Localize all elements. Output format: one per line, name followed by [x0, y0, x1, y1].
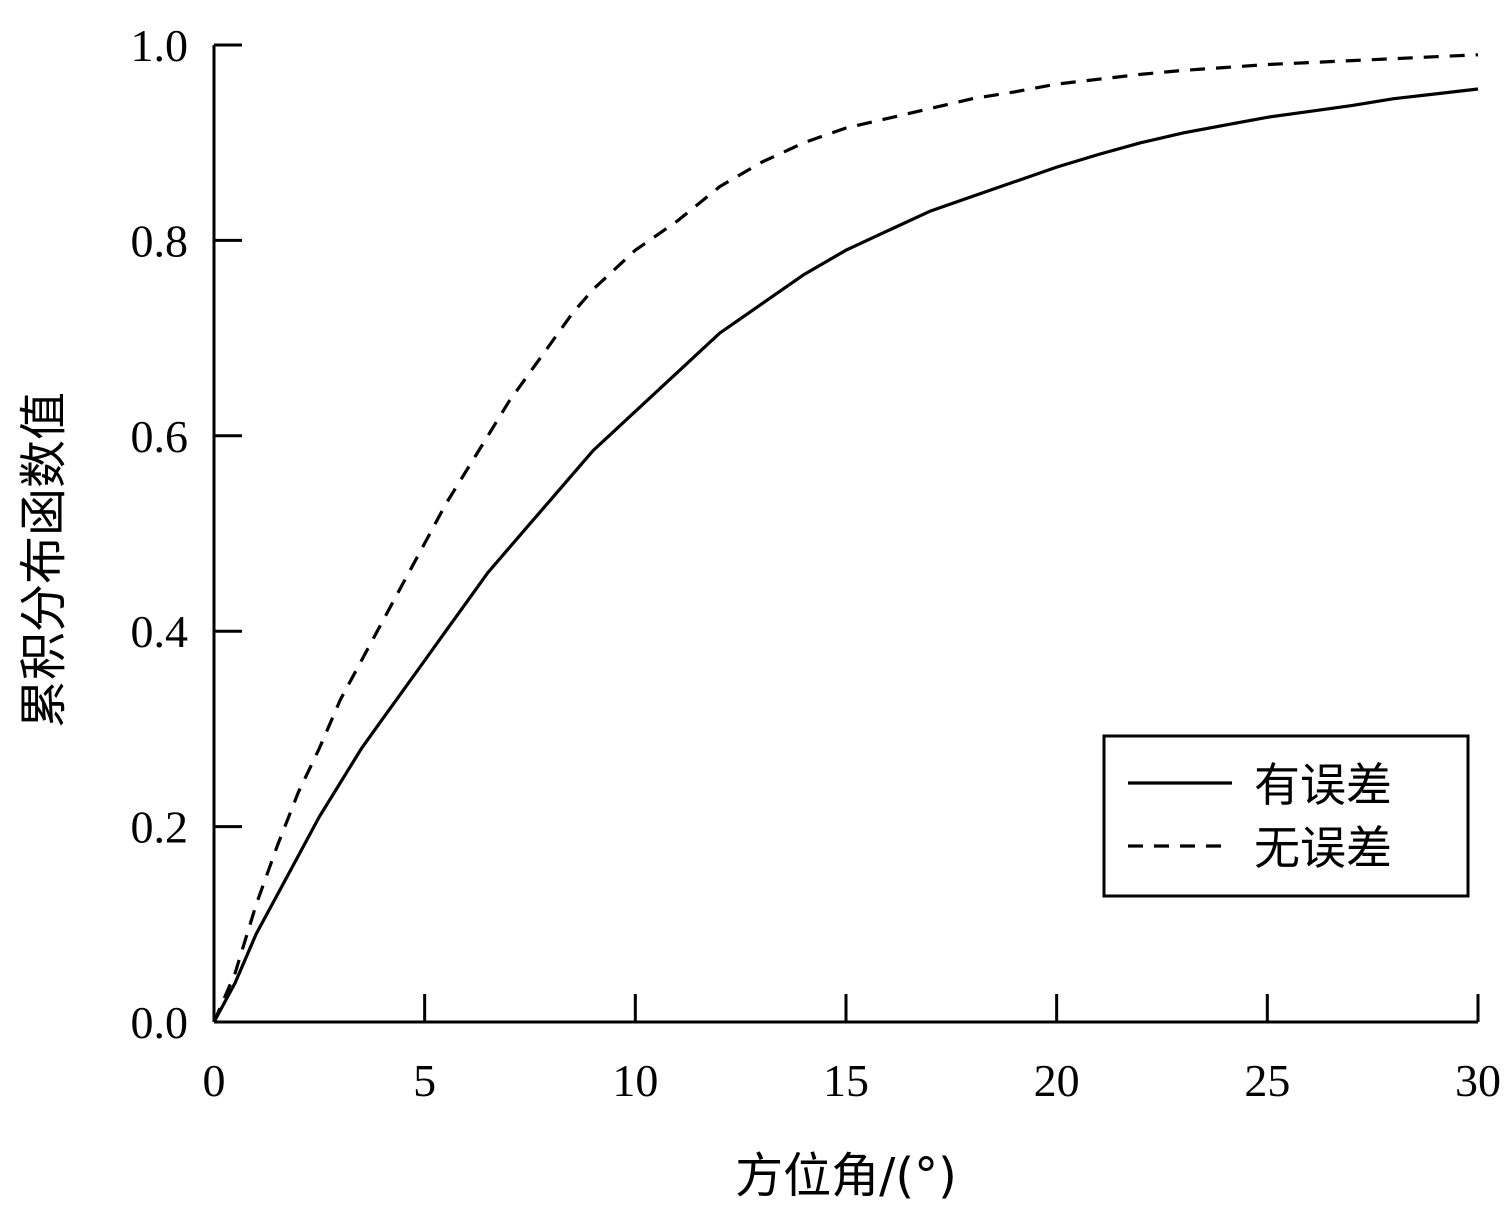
legend-label-with-error: 有误差: [1254, 758, 1392, 812]
y-ticks: 0.0 0.2 0.4 0.6 0.8 1.0: [131, 20, 242, 1048]
x-tick-label: 5: [413, 1055, 436, 1106]
series-line-with-error: [212, 87, 1479, 1023]
y-tick-label: 0.6: [131, 411, 189, 462]
x-tick-label: 15: [823, 1055, 869, 1106]
y-tick-label: 0.4: [131, 606, 189, 657]
x-tick-label: 20: [1034, 1055, 1080, 1106]
series-line-without-error: [212, 53, 1479, 1023]
x-axis-title: 方位角/(°): [735, 1148, 957, 1204]
series-layer: [212, 53, 1479, 1023]
y-tick-label: 1.0: [131, 20, 189, 71]
legend: 有误差 无误差: [1102, 734, 1470, 898]
x-tick-label: 10: [612, 1055, 658, 1106]
y-axis-title: 累积分布函数值: [16, 392, 72, 728]
x-tick-label: 0: [203, 1055, 226, 1106]
y-tick-label: 0.8: [131, 215, 189, 266]
legend-label-without-error: 无误差: [1254, 821, 1392, 875]
legend-box: [1102, 734, 1470, 898]
x-tick-label: 25: [1244, 1055, 1290, 1106]
x-ticks: 0 5 10 15 20 25 30: [203, 994, 1501, 1106]
y-tick-label: 0.0: [131, 997, 189, 1048]
y-tick-label: 0.2: [131, 802, 189, 853]
x-tick-label: 30: [1455, 1055, 1501, 1106]
